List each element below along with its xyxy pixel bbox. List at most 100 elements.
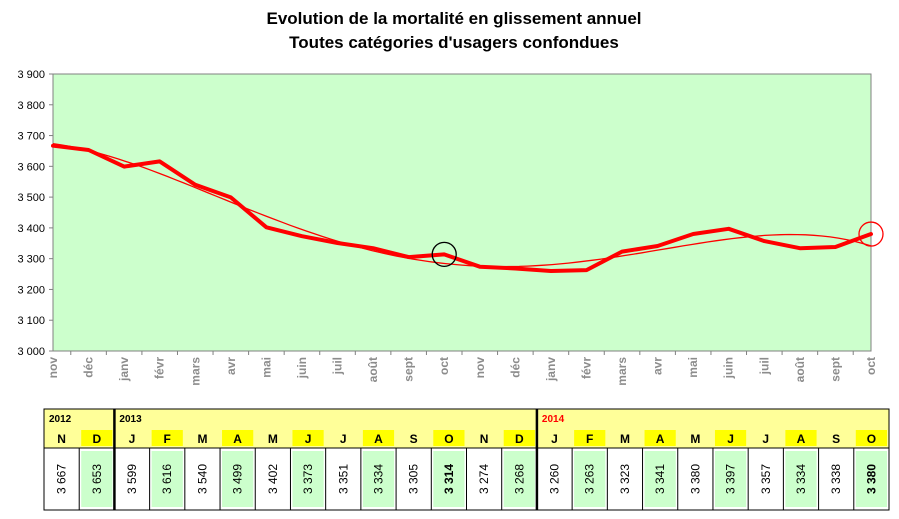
data-point (158, 159, 162, 163)
y-tick-label: 3 800 (17, 100, 45, 112)
x-tick-label: avr (224, 357, 238, 375)
year-label: 2012 (49, 414, 72, 425)
month-label: A (797, 432, 806, 446)
value-cell-bg (46, 451, 78, 507)
value-cell-bg (785, 451, 817, 507)
month-highlight (151, 430, 183, 446)
value-cell-bg (820, 451, 852, 507)
x-tick-label: mars (188, 357, 202, 386)
x-tick-label: juin (295, 357, 309, 379)
y-tick-label: 3 700 (17, 131, 45, 143)
value-cell-bg (679, 451, 711, 507)
value-label: 3 260 (548, 464, 562, 494)
chart-subtitle: Toutes catégories d'usagers confondues (289, 33, 619, 52)
month-label: O (867, 432, 876, 446)
data-point (656, 244, 660, 248)
month-label: M (197, 432, 207, 446)
value-cell-bg (116, 451, 148, 507)
month-highlight (855, 430, 887, 446)
month-label: O (444, 432, 453, 446)
value-label: 3 402 (266, 464, 280, 494)
month-label: N (57, 432, 66, 446)
x-tick-label: sept (402, 357, 416, 382)
data-point (371, 246, 375, 250)
month-label: M (268, 432, 278, 446)
value-label: 3 599 (125, 464, 139, 494)
value-label: 3 268 (512, 464, 526, 494)
x-tick-label: oct (864, 357, 878, 375)
month-label: J (762, 432, 769, 446)
value-label: 3 357 (759, 464, 773, 494)
data-table: 2012 2013 2014 N D J F M A M J J A S O N D J F M A M J J A S O 3 66… (43, 408, 890, 511)
month-label: A (233, 432, 242, 446)
value-cell-bg (609, 451, 641, 507)
value-cell-bg (292, 451, 324, 507)
value-label: 3 263 (583, 464, 597, 494)
y-tick-label: 3 000 (17, 346, 45, 358)
x-tick-label: août (366, 357, 380, 382)
month-label: M (620, 432, 630, 446)
value-cell-bg (538, 451, 571, 507)
x-tick-label: févr (579, 357, 593, 379)
x-tick-label: févr (153, 357, 167, 379)
month-label: D (92, 432, 101, 446)
value-label: 3 334 (794, 464, 808, 494)
value-cell-bg (855, 451, 887, 507)
month-label: D (515, 432, 524, 446)
trend-line (52, 143, 872, 268)
highlight-circle (431, 241, 457, 268)
x-tick-label: juil (757, 357, 771, 375)
value-cell-bg (644, 451, 676, 507)
chart-title: Evolution de la mortalité en glissement … (266, 9, 641, 28)
value-label: 3 667 (55, 464, 69, 494)
month-highlight (362, 430, 395, 446)
month-label: A (656, 432, 665, 446)
x-tick-label: oct (437, 357, 451, 375)
y-tick-label: 3 200 (17, 284, 45, 296)
highlight-circle (858, 221, 884, 247)
month-label: J (305, 432, 312, 446)
month-label: J (129, 432, 136, 446)
value-label: 3 334 (371, 464, 385, 494)
value-cell-bg (151, 451, 183, 507)
month-label: N (480, 432, 489, 446)
value-cell-bg (81, 451, 113, 507)
data-point (264, 225, 268, 229)
month-label: F (164, 432, 171, 446)
month-highlight (785, 430, 817, 446)
data-point (300, 234, 304, 238)
x-tick-label: août (793, 357, 807, 382)
value-cell-bg (398, 451, 430, 507)
year-label: 2014 (542, 414, 565, 425)
data-point (762, 239, 766, 243)
x-tick-label: janv (544, 357, 558, 382)
month-label: F (586, 432, 593, 446)
y-tick-label: 3 300 (17, 254, 45, 266)
value-label: 3 338 (829, 464, 843, 494)
month-label: M (690, 432, 700, 446)
data-point (798, 246, 802, 250)
x-tick-label: déc (508, 357, 522, 378)
month-label: J (551, 432, 558, 446)
plot-background (52, 73, 872, 352)
month-label: J (727, 432, 734, 446)
value-label: 3 323 (618, 464, 632, 494)
value-label: 3 314 (442, 464, 456, 494)
month-highlight (644, 430, 676, 446)
value-cell-bg (714, 451, 747, 507)
month-highlight (574, 430, 606, 446)
year-label: 2013 (119, 414, 142, 425)
month-label: S (832, 432, 840, 446)
value-label: 3 380 (688, 464, 702, 494)
month-label: S (410, 432, 418, 446)
data-point (513, 267, 517, 271)
x-tick-label: nov (46, 357, 60, 379)
data-point (336, 241, 340, 245)
data-point (620, 250, 624, 254)
data-point (51, 144, 55, 148)
data-point (442, 252, 446, 256)
value-label: 3 341 (653, 464, 667, 494)
x-tick-label: mai (259, 357, 273, 378)
x-tick-label: sept (828, 357, 842, 382)
x-tick-label: nov (473, 357, 487, 379)
